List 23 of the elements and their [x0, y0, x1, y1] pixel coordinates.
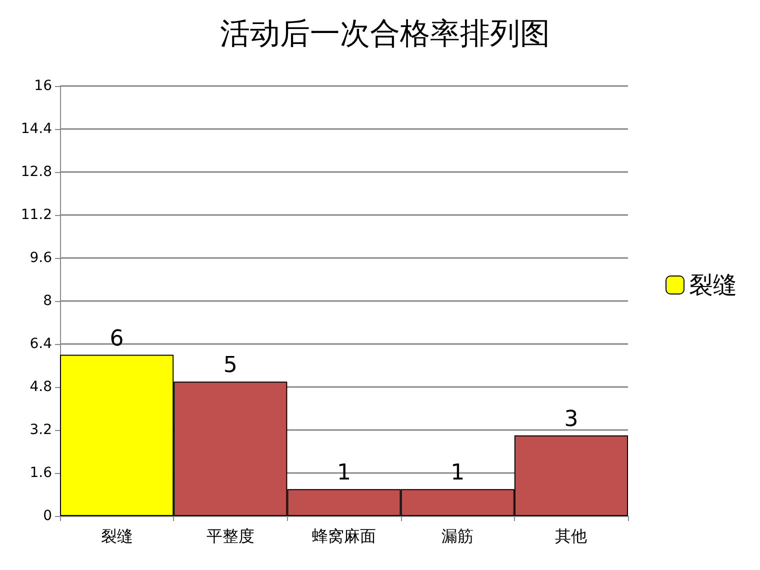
y-tick-label: 8 — [43, 293, 52, 309]
y-tick-label: 4.8 — [30, 379, 52, 395]
y-tick-label: 3.2 — [30, 422, 52, 438]
y-tick-label: 11.2 — [20, 207, 52, 223]
x-tick-label: 裂缝 — [100, 526, 133, 546]
x-tick-label: 平整度 — [206, 526, 254, 546]
y-tick-label: 9.6 — [30, 250, 52, 266]
y-tick-label: 14.4 — [20, 121, 52, 137]
x-tick-label: 其他 — [555, 526, 588, 546]
data-label: 5 — [223, 353, 238, 378]
data-label: 6 — [110, 326, 124, 352]
y-tick-label: 0 — [43, 508, 52, 524]
data-label: 1 — [337, 460, 351, 486]
y-tick-label: 1.6 — [30, 465, 52, 481]
legend-label: 裂缝 — [689, 271, 737, 299]
y-tick-label: 6.4 — [30, 336, 52, 352]
chart-title: 活动后一次合格率排列图 — [220, 16, 550, 52]
x-tick-label: 漏筋 — [442, 526, 474, 546]
y-tick-label: 16 — [34, 78, 52, 94]
y-tick-label: 12.8 — [20, 164, 52, 180]
data-label: 3 — [564, 406, 578, 432]
data-label: 1 — [450, 460, 465, 486]
x-tick-label: 蜂窝麻面 — [312, 526, 376, 546]
